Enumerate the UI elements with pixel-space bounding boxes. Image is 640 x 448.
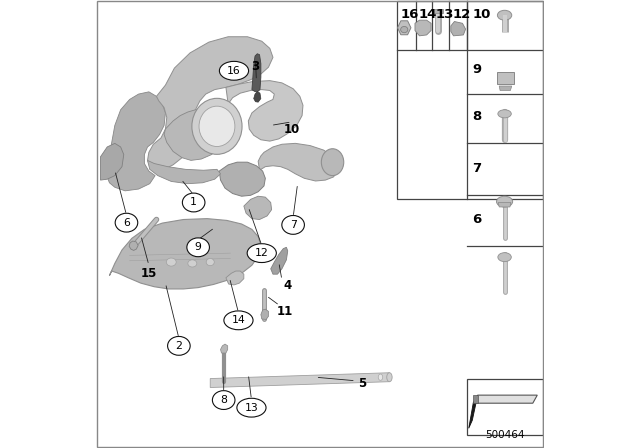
Ellipse shape — [224, 311, 253, 330]
Ellipse shape — [115, 213, 138, 232]
Text: 1: 1 — [190, 198, 197, 207]
Ellipse shape — [497, 196, 513, 207]
Text: 9: 9 — [472, 63, 481, 76]
Text: 13: 13 — [435, 8, 454, 21]
Text: 12: 12 — [452, 8, 470, 21]
Text: 16: 16 — [227, 66, 241, 76]
Ellipse shape — [237, 398, 266, 417]
Text: 6: 6 — [472, 213, 481, 226]
Text: 3: 3 — [252, 60, 260, 73]
Ellipse shape — [282, 215, 305, 234]
Text: 4: 4 — [284, 279, 292, 293]
Polygon shape — [164, 108, 226, 160]
Ellipse shape — [498, 253, 511, 262]
Ellipse shape — [206, 258, 214, 266]
Polygon shape — [107, 92, 165, 191]
Text: 7: 7 — [290, 220, 296, 230]
Text: 9: 9 — [195, 242, 202, 252]
Polygon shape — [109, 219, 261, 289]
Text: 7: 7 — [472, 161, 481, 175]
Polygon shape — [261, 309, 269, 319]
Text: 15: 15 — [141, 267, 157, 280]
FancyBboxPatch shape — [467, 379, 543, 435]
Ellipse shape — [212, 391, 235, 409]
Polygon shape — [100, 143, 124, 180]
Polygon shape — [221, 344, 228, 353]
Ellipse shape — [168, 336, 190, 355]
Polygon shape — [499, 86, 512, 90]
FancyBboxPatch shape — [397, 1, 543, 199]
Polygon shape — [226, 81, 303, 141]
Text: 6: 6 — [123, 218, 130, 228]
Ellipse shape — [182, 193, 205, 212]
Polygon shape — [253, 91, 261, 102]
Polygon shape — [473, 395, 538, 403]
Ellipse shape — [199, 106, 235, 146]
Text: 2: 2 — [175, 341, 182, 351]
Ellipse shape — [498, 110, 511, 118]
Ellipse shape — [497, 10, 512, 20]
Polygon shape — [129, 241, 138, 250]
Text: 10: 10 — [472, 8, 491, 21]
Polygon shape — [226, 271, 244, 285]
Text: 12: 12 — [255, 248, 269, 258]
Ellipse shape — [321, 149, 344, 176]
Ellipse shape — [166, 258, 176, 266]
Ellipse shape — [401, 26, 408, 33]
Ellipse shape — [187, 238, 209, 257]
Text: 16: 16 — [400, 8, 419, 21]
Polygon shape — [473, 395, 477, 403]
Polygon shape — [244, 196, 271, 220]
Polygon shape — [147, 37, 273, 170]
Text: 14: 14 — [232, 315, 245, 325]
Ellipse shape — [387, 373, 392, 382]
Text: 11: 11 — [276, 305, 292, 318]
Polygon shape — [258, 143, 338, 181]
Text: 10: 10 — [284, 122, 300, 136]
Polygon shape — [433, 9, 443, 13]
Polygon shape — [252, 54, 261, 92]
Polygon shape — [499, 202, 511, 207]
Text: 14: 14 — [419, 8, 437, 21]
Polygon shape — [497, 72, 513, 84]
Polygon shape — [451, 22, 465, 36]
Polygon shape — [147, 160, 221, 184]
Ellipse shape — [247, 244, 276, 263]
Ellipse shape — [220, 61, 248, 80]
Text: 8: 8 — [220, 395, 227, 405]
Ellipse shape — [192, 98, 242, 154]
Polygon shape — [397, 21, 411, 35]
Text: 13: 13 — [244, 403, 259, 413]
Polygon shape — [415, 20, 431, 36]
Text: 5: 5 — [358, 377, 367, 391]
Text: 8: 8 — [472, 110, 481, 123]
Text: 500464: 500464 — [485, 430, 524, 440]
Polygon shape — [271, 247, 288, 274]
Ellipse shape — [378, 374, 383, 380]
Polygon shape — [468, 395, 477, 428]
Polygon shape — [219, 162, 266, 196]
Polygon shape — [210, 373, 389, 388]
Ellipse shape — [188, 260, 196, 267]
